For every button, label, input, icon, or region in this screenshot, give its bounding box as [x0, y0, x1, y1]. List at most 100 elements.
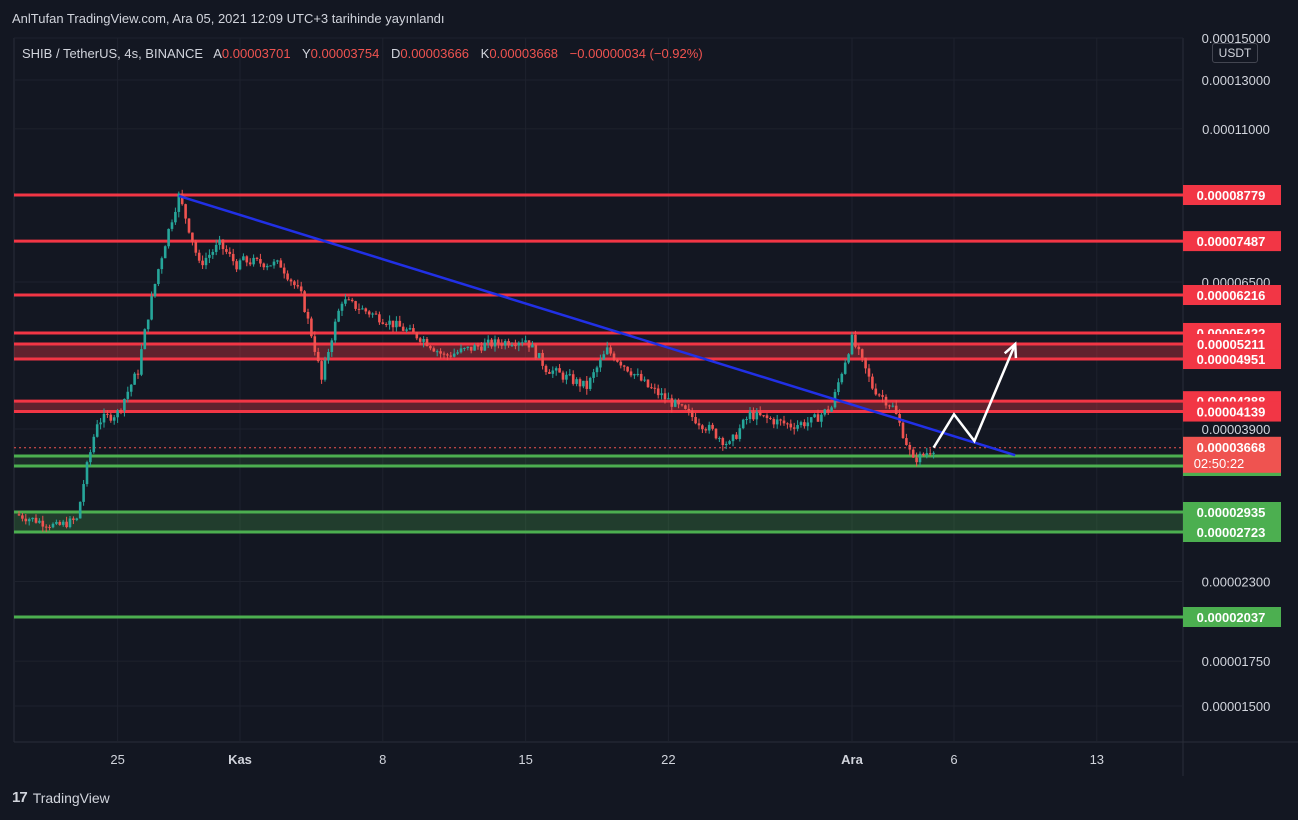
candle-body — [735, 434, 738, 439]
candle-body — [830, 407, 833, 412]
candle-body — [721, 438, 725, 446]
candle-body — [38, 520, 41, 523]
candle-body — [109, 414, 113, 421]
candle-body — [89, 452, 92, 463]
candle-body — [439, 351, 442, 354]
candle-body — [531, 344, 534, 348]
candle-body — [21, 515, 24, 519]
candle-body — [871, 376, 874, 389]
candle-body — [850, 334, 854, 355]
candle-body — [364, 308, 368, 312]
candle-body — [463, 347, 466, 349]
candlestick-series — [17, 189, 935, 533]
candle-body — [911, 449, 915, 458]
candle-body — [517, 342, 521, 346]
candle-body — [31, 517, 34, 520]
resistance-zone — [14, 401, 1183, 412]
candle-body — [592, 372, 595, 378]
candle-body — [639, 373, 643, 381]
candle-body — [415, 332, 419, 339]
candle-body — [204, 257, 208, 266]
candle-body — [231, 253, 235, 262]
resistance-zone — [14, 344, 1183, 360]
candle-body — [177, 193, 181, 212]
support-level-label: 0.00002037 — [1197, 610, 1266, 625]
candle-body — [578, 379, 582, 387]
candle-body — [616, 359, 619, 362]
publication-text: AnlTufan TradingView.com, Ara 05, 2021 1… — [12, 11, 445, 26]
candle-body — [160, 258, 164, 270]
candle-body — [61, 521, 65, 525]
candle-body — [55, 521, 58, 524]
candle-body — [184, 204, 187, 219]
candle-body — [446, 354, 449, 356]
symbol-legend: SHIB / TetherUS, 4s, BINANCE A0.00003701… — [22, 46, 711, 61]
candle-body — [136, 373, 140, 375]
candle-body — [255, 257, 259, 259]
candle-body — [507, 341, 510, 346]
x-tick-label: 8 — [379, 752, 386, 767]
candle-body — [667, 398, 670, 400]
candle-body — [85, 462, 89, 485]
candle-body — [180, 193, 184, 205]
candle-body — [442, 353, 446, 355]
candle-body — [741, 419, 745, 429]
candle-body — [605, 347, 609, 355]
candle-body — [837, 382, 840, 393]
candle-body — [384, 323, 388, 325]
candle-body — [378, 314, 381, 323]
candle-body — [714, 428, 718, 439]
candle-body — [704, 429, 708, 431]
candle-body — [646, 379, 650, 388]
candle-body — [153, 283, 157, 297]
candle-body — [820, 414, 823, 422]
candle-body — [527, 340, 531, 348]
close-label: K — [480, 46, 490, 61]
candle-body — [670, 398, 674, 407]
support-level-label: 0.00002723 — [1197, 525, 1266, 540]
candle-body — [877, 394, 881, 396]
price-axis[interactable]: 0.000150000.000130000.000110000.00006500… — [1183, 31, 1281, 714]
candle-body — [235, 261, 238, 270]
resistance-level-tag — [1183, 231, 1281, 252]
resistance-level-label: 0.00006216 — [1197, 288, 1266, 303]
candle-body — [840, 373, 844, 383]
candle-body — [486, 339, 490, 343]
tradingview-brand: TradingView — [32, 789, 110, 806]
tradingview-footer[interactable]: 17 TradingView — [12, 789, 110, 806]
high-label: Y — [301, 46, 311, 61]
candle-body — [633, 374, 636, 376]
candle-body — [582, 380, 585, 387]
candle-body — [146, 319, 150, 330]
currency-badge[interactable]: USDT — [1212, 43, 1258, 63]
candle-body — [228, 251, 232, 254]
resistance-level-tag — [1183, 349, 1281, 370]
candle-body — [796, 425, 799, 429]
candle-body — [289, 279, 293, 282]
candle-body — [388, 320, 391, 325]
candle-body — [816, 414, 820, 422]
time-axis[interactable]: 25 Kas 8 15 22 Ara 6 13 — [110, 752, 1104, 767]
candle-body — [405, 329, 408, 331]
candle-body — [541, 353, 544, 366]
candle-body — [466, 346, 470, 348]
candle-body — [401, 326, 405, 331]
candle-body — [208, 254, 211, 258]
candle-body — [214, 244, 218, 252]
candle-body — [884, 396, 888, 406]
symbol-title[interactable]: SHIB / TetherUS, 4s, BINANCE — [22, 46, 204, 61]
candle-body — [276, 260, 279, 262]
candle-body — [874, 388, 878, 395]
candle-body — [595, 367, 599, 373]
resistance-level-tag — [1183, 401, 1281, 422]
candle-body — [503, 341, 507, 346]
candle-body — [908, 444, 912, 450]
candle-body — [27, 519, 31, 522]
close-value: 0.00003668 — [489, 46, 559, 61]
candle-body — [854, 334, 857, 347]
projection-path — [932, 343, 1017, 449]
candle-body — [197, 252, 201, 261]
candle-body — [248, 262, 252, 265]
candle-body — [323, 360, 327, 380]
